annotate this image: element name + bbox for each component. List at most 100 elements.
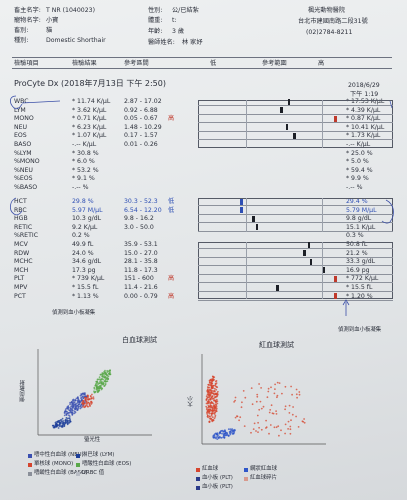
rbc-cluster — [208, 381, 211, 384]
age-value: 3 歲 — [172, 28, 185, 35]
rbc-cluster — [212, 379, 215, 381]
rbc-cluster — [209, 402, 212, 405]
scatter-noise — [278, 434, 280, 437]
weight-value: t: — [172, 17, 177, 24]
owner-label: 畜主名字: — [14, 7, 41, 14]
retic-cluster — [230, 429, 233, 431]
row-rdw-prev: 21.2 % — [346, 249, 368, 257]
row-pct-prev: * 1.20 % — [346, 292, 373, 300]
row-mcv-prev: 50.8 fL — [346, 241, 368, 248]
pet-name-label: 寵物名字: — [14, 17, 41, 24]
rbc-cluster — [210, 382, 213, 384]
rbc-cluster — [212, 384, 215, 387]
row-pct-mono-name: %MONO — [14, 158, 40, 166]
wbc-legend-item: 淋巴球 (LYM) — [82, 452, 115, 458]
retic-cluster — [231, 430, 234, 433]
eos-cluster — [96, 389, 99, 392]
breed-value: Domestic Shorthair — [46, 37, 106, 44]
eos-cluster — [108, 372, 110, 375]
rbc-scatter-title: 紅血球測試 — [259, 341, 294, 349]
scatter-noise — [276, 394, 279, 397]
scatter-noise — [239, 416, 242, 419]
rbc-cluster — [215, 408, 218, 411]
mono-cluster — [84, 405, 86, 408]
mono-cluster — [85, 404, 88, 407]
row-mpv-prev: * 15.5 fL — [346, 284, 373, 291]
prev-time: 下午 1:19 — [350, 91, 379, 98]
mono-cluster — [82, 400, 85, 402]
weight-label: 體重: — [148, 17, 163, 24]
gauge-row-divider — [198, 130, 393, 132]
scatter-noise — [287, 428, 289, 430]
neu-cluster — [65, 410, 68, 413]
scatter-noise — [257, 421, 259, 424]
retic-cluster — [229, 433, 232, 436]
lym-cluster — [64, 418, 67, 421]
row-retic-result: 9.2 K/μL — [72, 223, 98, 231]
rbc-cluster — [208, 415, 211, 418]
neu-cluster — [81, 392, 84, 395]
rbc-cluster — [210, 384, 212, 387]
wbc-legend-item: 單核球 (MONO) — [34, 461, 74, 467]
row-mpv-range: 11.4 - 21.6 — [124, 284, 158, 291]
retic-cluster — [220, 437, 223, 439]
lym-cluster — [63, 425, 66, 427]
sex-label: 性別: — [148, 7, 163, 14]
retic-cluster — [218, 431, 221, 434]
scatter-noise — [266, 396, 269, 399]
rbc-y-label: 大小 — [188, 396, 194, 407]
rbc-legend-item: 血小板 (PLT) — [202, 475, 233, 481]
eos-cluster — [98, 378, 101, 381]
row-retic-name: RETIC — [14, 223, 33, 231]
row-neu-range: 1.48 - 10.29 — [124, 123, 162, 131]
rbc-cluster — [213, 417, 216, 420]
row-plt-flag: 高 — [168, 275, 175, 283]
rbc-cluster — [215, 385, 217, 388]
rbc-cluster — [215, 410, 218, 413]
wbc-scatter-title: 白血球測試 — [122, 336, 157, 344]
neu-cluster — [71, 408, 74, 410]
scatter-noise — [296, 396, 298, 399]
retic-cluster — [224, 434, 227, 437]
gauge-row-divider — [198, 113, 393, 115]
rbc-legend-swatch — [196, 467, 200, 472]
gauge-row-divider — [198, 139, 393, 140]
row-neu-result: * 6.23 K/μL — [72, 123, 107, 131]
rbc-cluster — [206, 390, 209, 392]
mono-cluster — [90, 397, 93, 400]
rbc-cluster — [213, 404, 216, 407]
breed-label: 種別: — [14, 37, 29, 44]
row-wbc-result: * 11.74 K/μL — [72, 98, 111, 105]
eos-cluster — [107, 375, 110, 378]
retic-cluster — [225, 431, 228, 434]
rbc-cluster — [209, 389, 211, 392]
rbc-legend-item: 血小板 (PLT) — [202, 484, 233, 490]
wbc-legend-swatch — [28, 462, 32, 467]
row-mchc-name: MCHC — [14, 258, 33, 266]
neu-cluster — [68, 415, 71, 417]
row-pct-retic-prev: 0.3 % — [346, 232, 364, 240]
rbc-cluster — [212, 412, 215, 415]
neu-cluster — [76, 402, 78, 405]
gauge-row-divider — [198, 222, 393, 223]
rbc-cluster — [213, 390, 215, 393]
rbc-cluster — [214, 406, 216, 409]
lym-cluster — [66, 417, 69, 420]
wbc-scatter-plot — [37, 349, 152, 436]
row-hgb-name: HGB — [14, 215, 28, 223]
row-pct-baso-result: -.-- % — [72, 184, 89, 191]
lym-cluster — [61, 417, 64, 420]
rbc-cluster — [210, 405, 212, 408]
scatter-noise — [236, 415, 239, 418]
row-eos-result: * 1.07 K/μL — [72, 132, 107, 140]
rbc-cluster — [211, 375, 214, 378]
scatter-noise — [291, 393, 293, 396]
neu-cluster — [71, 413, 74, 416]
mono-cluster — [90, 401, 92, 404]
eos-cluster — [103, 384, 106, 387]
row-pct-mono-prev: * 5.0 % — [346, 158, 369, 166]
scatter-noise — [288, 404, 291, 407]
row-wbc-prev: * 17.53 K/μL — [346, 98, 385, 105]
row-pct-eos-prev: * 9.9 % — [346, 175, 369, 183]
